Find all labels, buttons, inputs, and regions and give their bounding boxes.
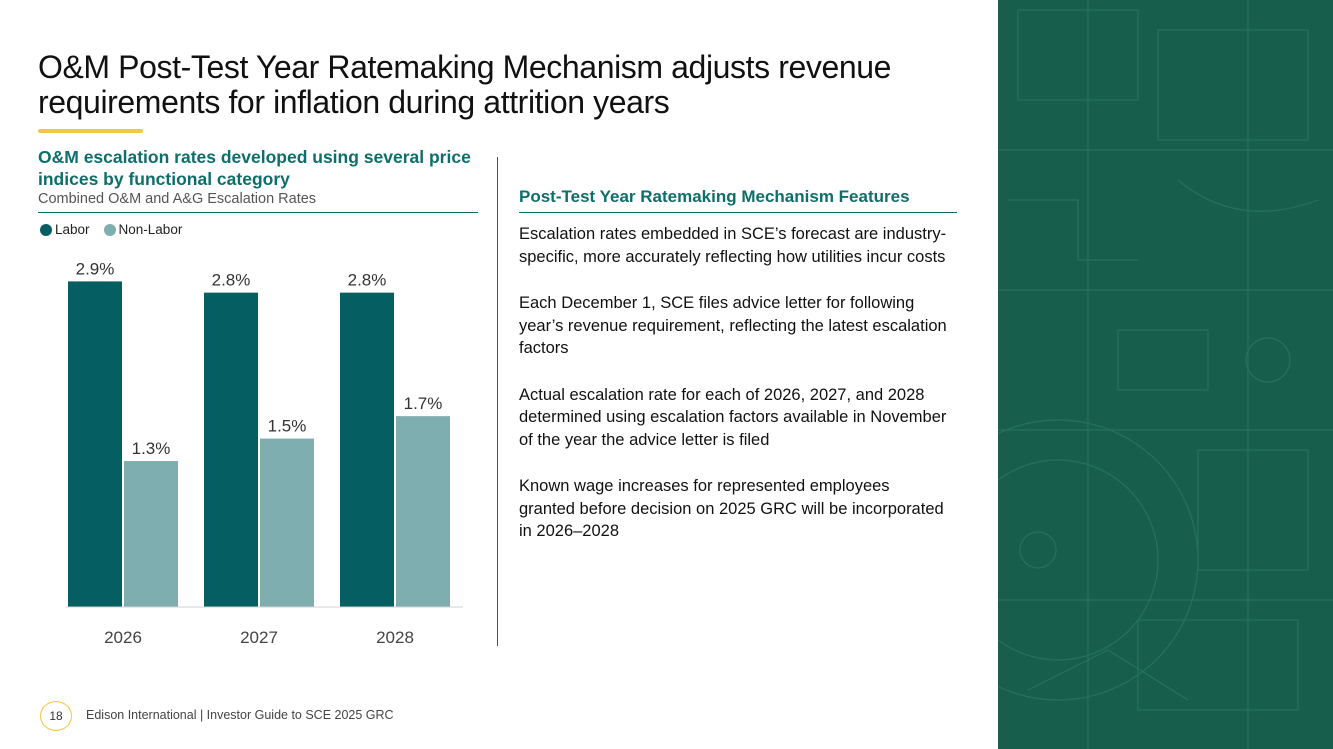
legend-item-labor: Labor: [40, 222, 90, 237]
features-list: Escalation rates embedded in SCE’s forec…: [519, 223, 949, 567]
legend-label-labor: Labor: [55, 222, 90, 237]
page-title: O&M Post-Test Year Ratemaking Mechanism …: [38, 49, 892, 120]
chart-legend: Labor Non-Labor: [40, 222, 182, 237]
x-tick-label-2026: 2026: [104, 628, 142, 647]
legend-item-non-labor: Non-Labor: [103, 222, 183, 237]
title-accent-bar: [38, 129, 143, 133]
features-heading: Post-Test Year Ratemaking Mechanism Feat…: [519, 187, 910, 206]
feature-item: Escalation rates embedded in SCE’s forec…: [519, 225, 947, 266]
data-label-labor-2028: 2.8%: [348, 271, 387, 290]
data-label-non-labor-2026: 1.3%: [132, 439, 171, 458]
bar-non-labor-2027: [260, 438, 314, 607]
legend-swatch-non-labor: [103, 223, 116, 236]
feature-item: Each December 1, SCE files advice letter…: [519, 294, 947, 357]
bar-labor-2027: [204, 292, 258, 607]
data-label-non-labor-2027: 1.5%: [268, 417, 307, 436]
bar-labor-2028: [340, 292, 394, 607]
legend-label-non-labor: Non-Labor: [118, 222, 183, 237]
footer-text: Edison International | Investor Guide to…: [86, 708, 394, 722]
blueprint-pattern-icon: [998, 0, 1333, 749]
chart-heading: O&M escalation rates developed using sev…: [38, 147, 471, 189]
features-heading-rule: [519, 212, 957, 213]
data-label-labor-2027: 2.8%: [212, 271, 251, 290]
x-tick-label-2027: 2027: [240, 628, 278, 647]
feature-item: Actual escalation rate for each of 2026,…: [519, 385, 947, 449]
bar-non-labor-2026: [124, 461, 178, 607]
bar-non-labor-2028: [396, 416, 450, 607]
legend-swatch-labor: [40, 223, 52, 236]
x-tick-label-2028: 2028: [376, 628, 414, 647]
chart-subtitle: Combined O&M and A&G Escalation Rates: [38, 191, 317, 207]
bar-chart: 2.9% 1.3% 2026 2.8% 1.5% 2027 2.8% 1.7% 2028: [66, 259, 463, 647]
chart-heading-rule: [38, 212, 478, 213]
column-divider: [497, 157, 498, 646]
data-label-non-labor-2028: 1.7%: [404, 394, 443, 413]
feature-item: Known wage increases for represented emp…: [519, 477, 944, 540]
data-label-labor-2026: 2.9%: [76, 259, 115, 278]
page-number-badge: 18: [40, 701, 72, 731]
decorative-blueprint-panel: [998, 0, 1333, 749]
bar-labor-2026: [68, 281, 122, 607]
